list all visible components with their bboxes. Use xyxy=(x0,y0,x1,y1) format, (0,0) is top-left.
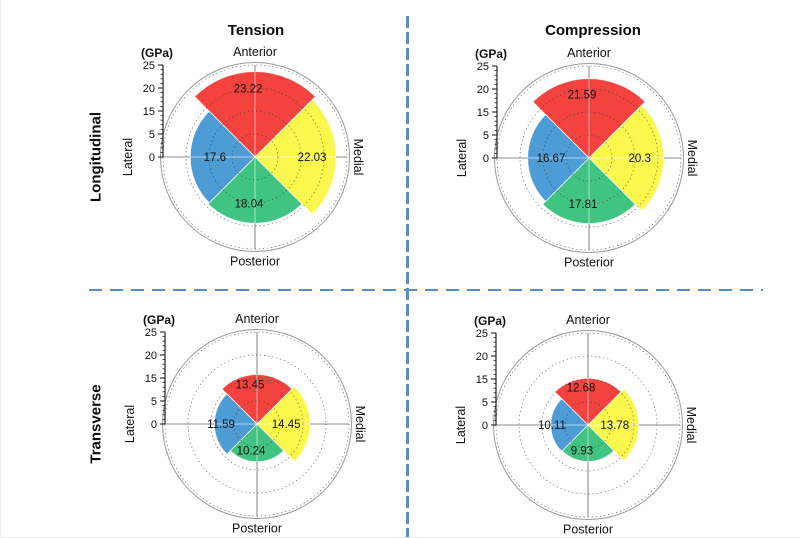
gridline-circle xyxy=(518,355,658,495)
axis-tick-label: 0 xyxy=(483,153,489,165)
axis-tick-label: 20 xyxy=(477,84,489,96)
gridline-circle xyxy=(185,87,325,227)
axis-tick-label: 5 xyxy=(149,129,155,141)
divider-horizontal-dashed xyxy=(89,289,763,291)
polar-chart-compression-longitudinal: 25 20 15 5 0 (GPa) Anterior Posterior Medial Late… xyxy=(421,31,721,281)
axis-tick-label: 15 xyxy=(476,374,488,386)
direction-label-medial: Medial xyxy=(684,407,698,444)
value-label-anterior: 23.22 xyxy=(234,84,263,96)
column-title-tension: Tension xyxy=(227,22,285,39)
axis-tick-label: 15 xyxy=(477,107,489,119)
polar-chart-compression-transverse: 25 20 15 5 0 (GPa) Anterior Posterior Medial Late… xyxy=(420,298,720,537)
direction-label-lateral: Lateral xyxy=(121,138,135,176)
value-label-anterior: 12.68 xyxy=(567,383,596,395)
gridline-circle xyxy=(542,111,636,205)
axis-unit-label: (GPa) xyxy=(475,47,507,61)
value-label-posterior: 10.24 xyxy=(237,445,266,457)
gridline-circle xyxy=(233,400,281,448)
gridline-circle xyxy=(541,378,635,472)
axis-tick-label: 20 xyxy=(476,351,488,363)
direction-label-anterior: Anterior xyxy=(235,312,279,326)
gridline-circle xyxy=(162,64,348,250)
polar-plot: 25 20 15 5 0 (GPa) Anterior Posterior Medial Late… xyxy=(454,313,698,537)
direction-label-posterior: Posterior xyxy=(230,255,280,269)
direction-label-lateral: Lateral xyxy=(454,406,468,444)
axis-tick-label: 0 xyxy=(482,420,488,432)
axis-tick-label: 20 xyxy=(143,83,155,95)
column-title-compression: Compression xyxy=(545,22,641,39)
axis-tick-label: 20 xyxy=(145,350,157,362)
polar-plot: 25 20 15 5 0 (GPa) Anterior Posterior Medial Late… xyxy=(455,46,699,270)
gridline-circle xyxy=(519,88,659,228)
axis-tick-label: 25 xyxy=(145,327,157,339)
axis-tick-label: 25 xyxy=(477,61,489,73)
axis-tick-label: 5 xyxy=(151,396,157,408)
gridline-circle xyxy=(564,401,612,449)
value-label-medial: 22.03 xyxy=(298,152,327,164)
polar-plot: 25 20 15 5 0 (GPa) Anterior Posterior Medial Late… xyxy=(121,45,365,269)
gridline-circle xyxy=(565,134,613,182)
direction-label-posterior: Posterior xyxy=(564,256,614,270)
axis-tick-label: 0 xyxy=(151,419,157,431)
polar-chart-tension-longitudinal: 25 20 15 5 0 (GPa) Anterior Posterior Medial Late… xyxy=(87,30,387,280)
direction-label-anterior: Anterior xyxy=(233,45,277,59)
axis-unit-label: (GPa) xyxy=(474,314,506,328)
direction-label-medial: Medial xyxy=(351,139,365,176)
direction-label-medial: Medial xyxy=(685,140,699,177)
axis-tick-label: 0 xyxy=(149,152,155,164)
value-label-lateral: 16.67 xyxy=(537,153,566,165)
direction-label-anterior: Anterior xyxy=(566,313,610,327)
value-label-posterior: 18.04 xyxy=(235,198,264,210)
axis-unit-label: (GPa) xyxy=(143,313,175,327)
value-label-posterior: 9.93 xyxy=(571,446,593,458)
value-label-lateral: 10.11 xyxy=(538,420,566,432)
axis-tick-label: 15 xyxy=(145,373,157,385)
value-label-anterior: 13.45 xyxy=(236,379,265,391)
direction-label-medial: Medial xyxy=(353,406,367,443)
axis-tick-label: 15 xyxy=(143,106,155,118)
gridline-circle xyxy=(208,110,302,204)
value-label-posterior: 17.81 xyxy=(569,199,598,211)
value-label-lateral: 17.6 xyxy=(204,152,226,164)
gridline-circle xyxy=(496,65,682,251)
gridline-circle xyxy=(210,377,304,471)
value-label-lateral: 11.59 xyxy=(207,419,235,431)
value-label-medial: 14.45 xyxy=(272,419,301,431)
polar-chart-tension-transverse: 25 20 15 5 0 (GPa) Anterior Posterior Medial Late… xyxy=(89,297,389,537)
value-label-anterior: 21.59 xyxy=(568,89,597,101)
axis-tick-label: 25 xyxy=(476,328,488,340)
direction-label-lateral: Lateral xyxy=(455,139,469,177)
polar-plot: 25 20 15 5 0 (GPa) Anterior Posterior Medial Late… xyxy=(123,312,367,536)
axis-tick-label: 25 xyxy=(143,60,155,72)
value-label-medial: 20.3 xyxy=(629,153,651,165)
direction-label-posterior: Posterior xyxy=(563,523,613,537)
gridline-circle xyxy=(495,332,681,518)
direction-label-posterior: Posterior xyxy=(232,522,282,536)
direction-label-anterior: Anterior xyxy=(567,46,611,60)
axis-tick-label: 5 xyxy=(483,130,489,142)
direction-label-lateral: Lateral xyxy=(123,405,137,443)
value-label-medial: 13.78 xyxy=(600,420,629,432)
gridline-circle xyxy=(231,133,279,181)
divider-vertical-dashed xyxy=(406,16,409,537)
axis-unit-label: (GPa) xyxy=(141,46,173,60)
axis-tick-label: 5 xyxy=(482,397,488,409)
gridline-circle xyxy=(187,354,327,494)
gridline-circle xyxy=(164,331,350,517)
